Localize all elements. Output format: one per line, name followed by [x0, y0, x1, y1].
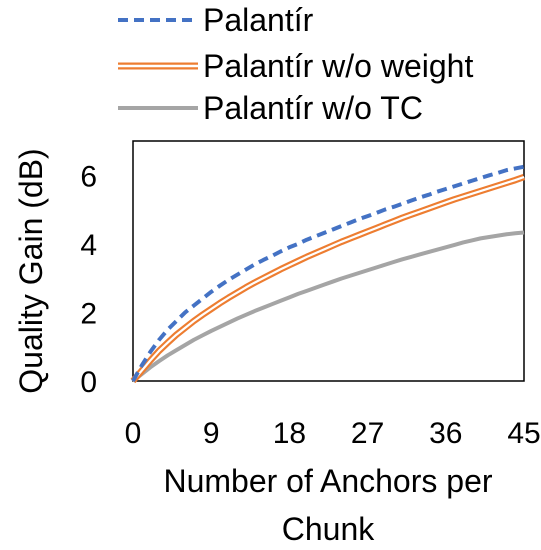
x-tick-label: 9 — [203, 417, 220, 450]
x-axis-title-line-1: Number of Anchors per — [163, 463, 492, 499]
x-tick-label: 45 — [507, 417, 540, 450]
legend-label-palantir-wo-tc: Palantír w/o TC — [203, 90, 423, 126]
y-axis-title: Quality Gain (dB) — [13, 148, 49, 393]
y-tick-label: 4 — [80, 229, 97, 262]
x-tick-label: 18 — [273, 417, 306, 450]
x-tick-label: 0 — [125, 417, 142, 450]
y-tick-label: 0 — [80, 366, 97, 399]
y-axis-ticks: 0 2 4 6 — [80, 160, 97, 399]
legend: Palantír Palantír w/o weight Palantír w/… — [118, 2, 473, 126]
x-tick-label: 27 — [351, 417, 384, 450]
y-tick-label: 2 — [80, 297, 97, 330]
series-line-palantir-wo-weight — [130, 173, 526, 384]
x-tick-label: 36 — [429, 417, 462, 450]
legend-label-palantir-wo-weight: Palantír w/o weight — [203, 48, 473, 84]
series-line-palantir — [131, 164, 525, 382]
x-axis-ticks: 0 9 18 27 36 45 — [125, 417, 541, 450]
legend-label-palantir: Palantír — [203, 2, 314, 38]
series-line-palantir-wo-weight-inner — [132, 175, 525, 382]
series-lines — [130, 164, 526, 384]
y-tick-label: 6 — [80, 160, 97, 193]
series-line-palantir-wo-tc — [131, 230, 525, 383]
x-axis-title-line-2: Chunk — [282, 511, 376, 547]
plot-area-border — [132, 140, 525, 382]
